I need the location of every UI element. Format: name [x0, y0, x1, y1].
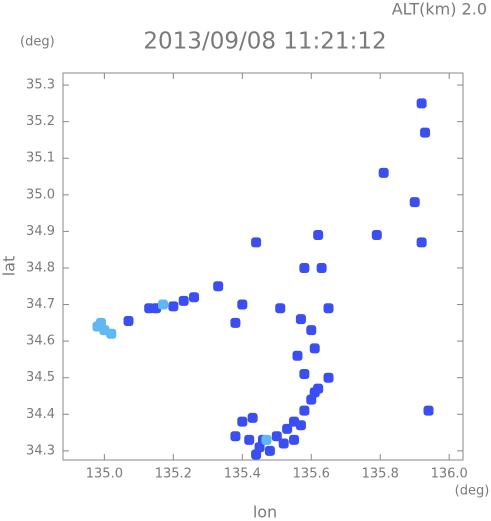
echo-cell: [423, 405, 434, 416]
echo-cell: [371, 230, 382, 241]
echo-cell: [178, 295, 189, 306]
echo-cell: [323, 303, 334, 314]
x-tick-label: 135.0: [86, 467, 123, 482]
y-tick-label: 34.3: [26, 443, 55, 458]
echo-cell: [299, 262, 310, 273]
echo-cell: [251, 237, 262, 248]
echo-cell: [416, 237, 427, 248]
plot-frame: [62, 72, 464, 461]
echo-cell: [309, 343, 320, 354]
echo-cell: [123, 316, 134, 327]
echo-cell: [213, 281, 224, 292]
y-axis-label: lat: [0, 256, 19, 277]
echo-cell: [309, 387, 320, 398]
echo-cell: [313, 230, 324, 241]
y-tick-label: 35.1: [26, 151, 55, 166]
x-tick-label: 136.0: [431, 467, 468, 482]
echo-cell: [278, 438, 289, 449]
echo-cell: [409, 197, 420, 208]
x-unit: (deg): [455, 484, 490, 499]
y-tick-label: 34.4: [26, 407, 55, 422]
echo-cell: [292, 350, 303, 361]
echo-cell: [230, 317, 241, 328]
y-tick-label: 34.5: [26, 370, 55, 385]
echo-cell: [289, 434, 300, 445]
y-tick-label: 35.3: [26, 78, 55, 93]
echo-cell: [420, 127, 431, 138]
echo-cell: [316, 262, 327, 273]
y-unit: (deg): [20, 35, 55, 50]
echo-cell: [323, 372, 334, 383]
echo-cell: [261, 434, 272, 445]
echo-cell: [282, 423, 293, 434]
echo-cell: [306, 325, 317, 336]
y-tick-label: 35.2: [26, 114, 55, 129]
echo-cell: [244, 434, 255, 445]
echo-cell: [295, 314, 306, 325]
chart-title: 2013/09/08 11:21:12: [143, 29, 386, 55]
echo-cell: [416, 98, 427, 109]
y-tick-label: 35.0: [26, 187, 55, 202]
echo-cell: [295, 420, 306, 431]
echo-cell: [158, 299, 168, 310]
y-tick-label: 34.8: [26, 260, 55, 275]
echo-cell: [275, 303, 286, 314]
echo-cell: [247, 412, 258, 423]
echo-cell: [299, 405, 310, 416]
y-tick-label: 34.7: [26, 297, 55, 312]
x-axis-label: lon: [253, 503, 277, 521]
echo-cell: [378, 167, 389, 178]
echo-cell: [168, 301, 179, 312]
y-tick-label: 34.6: [26, 334, 55, 349]
echo-cell: [299, 369, 310, 380]
echo-cell: [251, 449, 262, 460]
altitude-label: ALT(km) 2.0: [392, 0, 487, 19]
x-tick-label: 135.4: [224, 467, 261, 482]
y-tick-label: 34.9: [26, 224, 55, 239]
echo-cell: [237, 416, 248, 427]
echo-cell: [237, 299, 248, 310]
x-tick-label: 135.6: [293, 467, 330, 482]
echo-cell: [230, 431, 241, 442]
x-tick-label: 135.2: [155, 467, 192, 482]
x-tick-label: 135.8: [362, 467, 399, 482]
echo-cell: [106, 328, 117, 339]
echo-cell: [189, 292, 200, 303]
echo-cell: [271, 431, 282, 442]
echo-cell: [95, 317, 106, 328]
echo-cell: [264, 445, 275, 456]
